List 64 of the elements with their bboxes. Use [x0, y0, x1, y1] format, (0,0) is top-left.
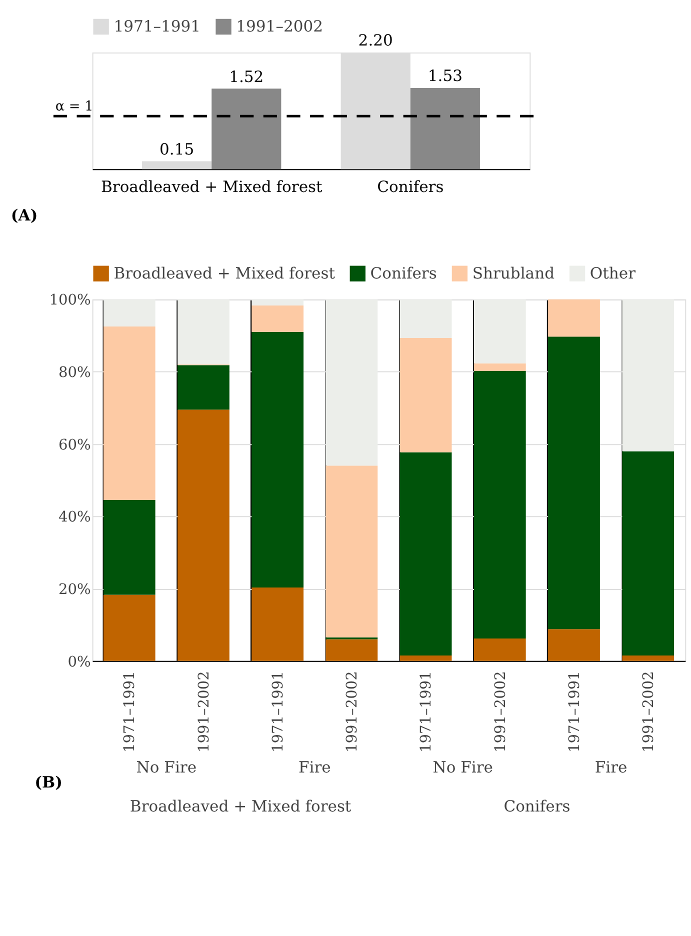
bar	[622, 299, 674, 452]
bar	[252, 332, 304, 588]
bar	[622, 655, 674, 661]
y-tick-label: 20%	[58, 580, 92, 598]
legend-label: Broadleaved + Mixed forest	[114, 264, 336, 282]
x-tick-label: 1991–2002	[344, 671, 361, 753]
bar	[178, 410, 230, 661]
bar	[252, 299, 304, 306]
bar	[474, 638, 526, 661]
y-tick-label: 40%	[58, 508, 92, 526]
text: Broadleaved + Mixed forest	[130, 798, 352, 816]
bar	[400, 452, 452, 656]
bar	[252, 588, 304, 661]
legend-label: 1971–1991	[114, 18, 201, 36]
bar	[548, 336, 600, 630]
bar	[103, 594, 156, 661]
text: (B)	[34, 772, 63, 792]
text: No Fire	[136, 758, 197, 777]
bar	[474, 363, 526, 371]
bar	[178, 299, 230, 364]
bar	[548, 299, 600, 337]
bar	[400, 338, 452, 452]
x-tick-label: 1971–1991	[418, 671, 435, 753]
x-tick-label: 1991–2002	[195, 671, 212, 753]
bar	[474, 299, 526, 364]
bar	[474, 370, 526, 638]
data-label: 1.53	[428, 67, 462, 86]
data-label: 0.15	[160, 140, 194, 158]
y-tick-label: 0%	[68, 653, 92, 670]
bar	[212, 88, 282, 170]
bar	[410, 88, 480, 170]
bar	[326, 299, 378, 466]
data-label: 1.52	[229, 68, 264, 86]
y-tick-label: 80%	[58, 364, 92, 382]
x-tick-label: 1971–1991	[121, 671, 138, 753]
data-label: 2.20	[358, 32, 393, 50]
bar	[252, 306, 304, 332]
legend-label: Conifers	[370, 264, 437, 282]
x-tick-label: 1991–2002	[640, 671, 657, 753]
x-tick-label: 1991–2002	[492, 671, 509, 753]
ref-line-label: α = 1	[55, 98, 94, 114]
text: (A)	[10, 206, 38, 225]
text: Conifers	[504, 798, 570, 816]
bar	[178, 365, 230, 410]
y-tick-label: 100%	[49, 292, 92, 309]
bar	[400, 299, 452, 338]
y-tick-label: 60%	[58, 436, 92, 454]
text: Fire	[594, 758, 628, 777]
bar	[103, 299, 156, 326]
bar	[103, 326, 156, 500]
text: Fire	[298, 758, 331, 777]
x-tick-label: 1971–1991	[566, 671, 583, 753]
bar	[103, 500, 156, 595]
bar	[326, 466, 378, 638]
legend-label: Other	[590, 264, 636, 282]
bar	[400, 655, 452, 661]
legend-label: Shrubland	[472, 264, 555, 282]
legend-label: 1991–2002	[236, 18, 323, 36]
bar	[548, 629, 600, 661]
bar	[622, 451, 674, 656]
x-tick-label: 1971–1991	[269, 671, 286, 753]
bar	[326, 639, 378, 661]
text: No Fire	[432, 758, 493, 777]
bar	[142, 161, 212, 170]
